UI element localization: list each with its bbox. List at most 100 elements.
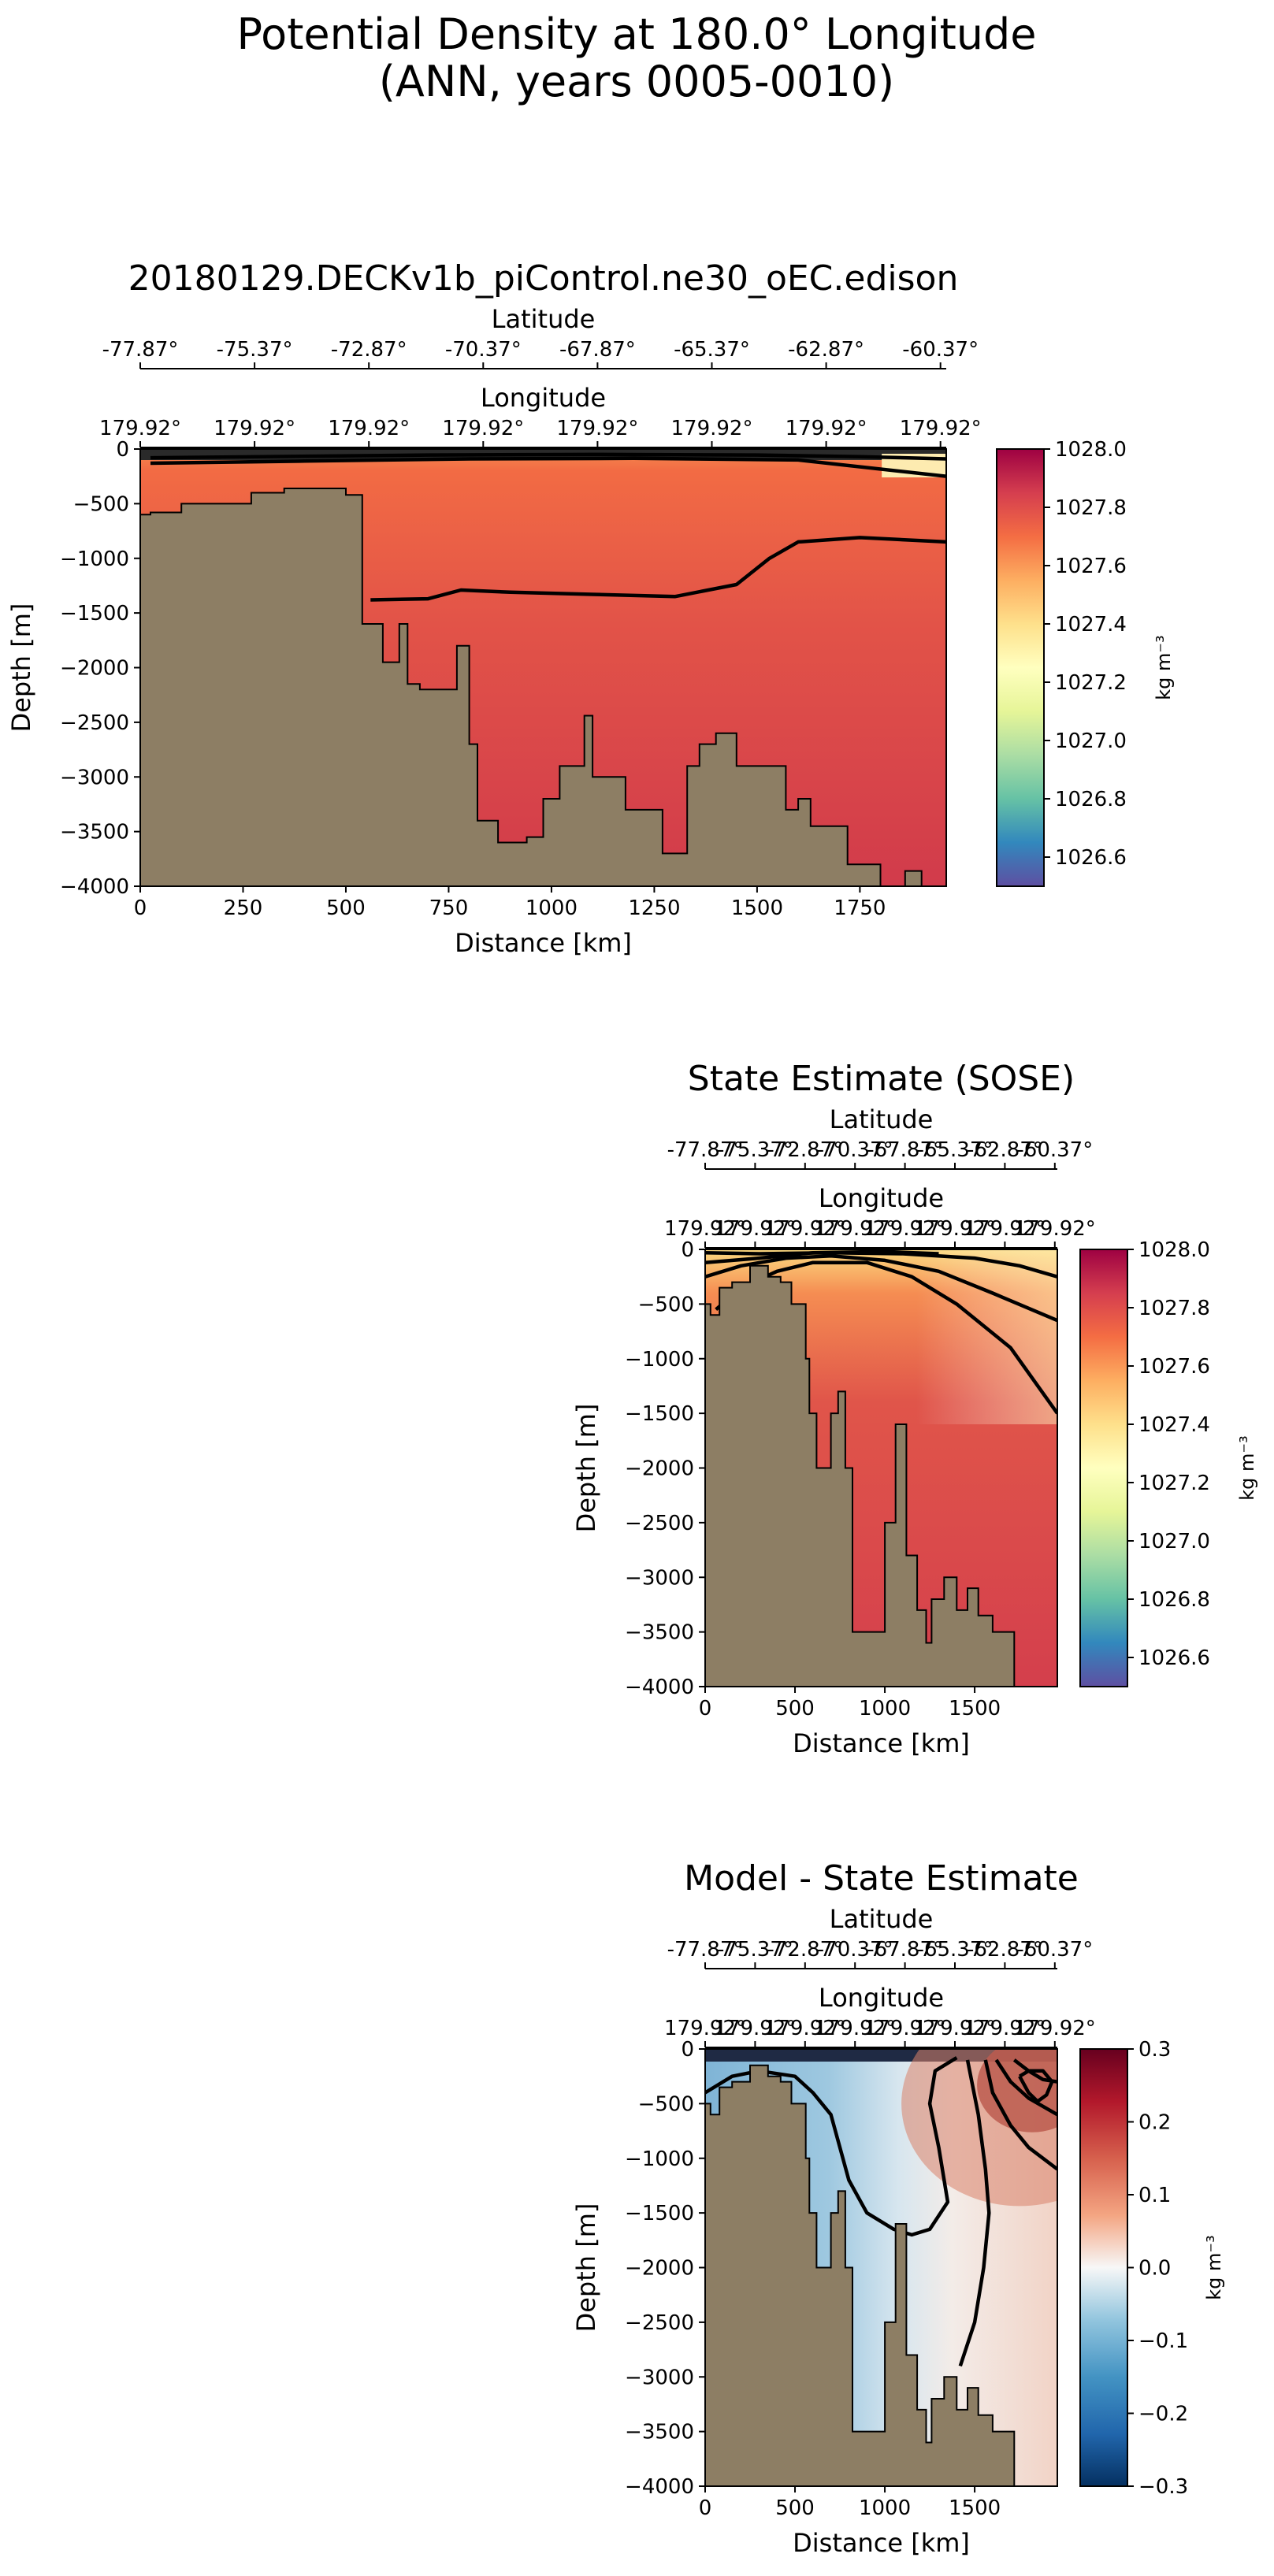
- y-tick-label: −3500: [625, 1621, 694, 1645]
- colorbar-tick-label: 0.2: [1138, 2111, 1171, 2135]
- colorbar-tick-label: 1026.6: [1138, 1646, 1210, 1670]
- plot-area: [705, 1249, 1057, 1687]
- x-tick-label: 1750: [834, 896, 886, 920]
- colorbar-tick-label: 1027.2: [1055, 671, 1127, 695]
- x-tick-label: 1000: [526, 896, 578, 920]
- longitude-tick-label: 179.92°: [914, 1217, 996, 1241]
- longitude-tick-label: 179.92°: [964, 2017, 1046, 2040]
- colorbar-tick-label: −0.3: [1138, 2475, 1188, 2499]
- latitude-tick-label: -75.37°: [717, 1938, 793, 1962]
- longitude-axis-label: Longitude: [819, 1183, 944, 1213]
- colorbar-tick-label: −0.2: [1138, 2403, 1188, 2426]
- contour-line-3: [370, 536, 946, 602]
- colorbar-label: kg m⁻³: [1153, 635, 1175, 700]
- latitude-tick-label: -77.87°: [667, 1138, 744, 1162]
- latitude-tick-label: -72.87°: [767, 1938, 843, 1962]
- longitude-tick-label: 179.92°: [1014, 1217, 1096, 1241]
- x-axis-label: Distance [km]: [793, 2528, 970, 2558]
- x-tick-label: 500: [775, 2496, 815, 2520]
- y-tick-label: −3500: [60, 821, 129, 844]
- longitude-tick-label: 179.92°: [814, 1217, 896, 1241]
- longitude-tick-label: 179.92°: [914, 2017, 996, 2040]
- colorbar: [1079, 1249, 1128, 1687]
- figure-title-line2: (ANN, years 0005-0010): [379, 57, 894, 106]
- latitude-tick-label: -62.87°: [967, 1138, 1043, 1162]
- colorbar-tick-label: 1027.2: [1138, 1472, 1210, 1495]
- panel-title: 20180129.DECKv1b_piControl.ne30_oEC.edis…: [128, 258, 959, 299]
- y-tick-label: −4000: [625, 1676, 694, 1699]
- longitude-tick-label: 179.92°: [442, 417, 524, 440]
- panel-model: 0 250 500 750 1000 1250 1500 1750 Distance [km] 0…: [6, 258, 1175, 958]
- latitude-tick-label: -77.87°: [667, 1938, 744, 1962]
- panel-diff: 0 500 1000 1500 Distance [km] 0 −500 −1000 −1500…: [571, 1858, 1225, 2558]
- colorbar-tick-label: 1027.6: [1055, 555, 1127, 578]
- x-tick-label: 750: [429, 896, 469, 920]
- longitude-tick-label: 179.92°: [1014, 2017, 1096, 2040]
- longitude-tick-label: 179.92°: [764, 2017, 846, 2040]
- panel-title: Model - State Estimate: [684, 1858, 1079, 1899]
- y-tick-label: −2000: [625, 1457, 694, 1481]
- colorbar-tick-label: 1028.0: [1138, 1238, 1210, 1262]
- y-axis-label: Depth [m]: [571, 1404, 601, 1533]
- longitude-tick-label: 179.92°: [556, 417, 638, 440]
- colorbar-tick-label: 1027.6: [1138, 1355, 1210, 1379]
- y-tick-label: −2500: [60, 711, 129, 735]
- y-tick-label: −3000: [60, 766, 129, 789]
- y-tick-label: −2000: [625, 2257, 694, 2281]
- x-tick-label: 1250: [628, 896, 680, 920]
- colorbar: [1079, 2048, 1128, 2487]
- colorbar-tick-label: 0.0: [1138, 2257, 1171, 2281]
- plot-area: [140, 449, 946, 886]
- latitude-tick-label: -72.87°: [767, 1138, 843, 1162]
- latitude-tick-label: -65.37°: [917, 1938, 994, 1962]
- contour-line-3: [983, 2059, 1057, 2171]
- latitude-tick-label: -70.37°: [817, 1938, 893, 1962]
- x-tick-label: 0: [699, 2496, 712, 2520]
- y-tick-label: −1000: [625, 1348, 694, 1372]
- colorbar-tick-label: 1027.8: [1055, 496, 1127, 520]
- y-axis-label: Depth [m]: [571, 2203, 601, 2333]
- x-tick-label: 250: [224, 896, 263, 920]
- latitude-tick-label: -60.37°: [902, 338, 979, 362]
- colorbar-tick-label: 1027.0: [1138, 1530, 1210, 1553]
- bathymetry: [140, 488, 923, 886]
- longitude-tick-label: 179.92°: [864, 1217, 946, 1241]
- y-tick-label: −4000: [60, 875, 129, 899]
- y-tick-label: −4000: [625, 2475, 694, 2499]
- longitude-tick-label: 179.92°: [714, 1217, 796, 1241]
- latitude-tick-label: -70.37°: [445, 338, 522, 362]
- contour-line-2: [958, 2059, 991, 2367]
- longitude-tick-label: 179.92°: [764, 1217, 846, 1241]
- contour-line-4: [994, 2058, 1057, 2117]
- colorbar-tick-label: 1026.6: [1055, 846, 1127, 870]
- longitude-tick-label: 179.92°: [714, 2017, 796, 2040]
- x-tick-label: 1000: [859, 2496, 911, 2520]
- latitude-axis-label: Latitude: [492, 304, 596, 334]
- latitude-tick-label: -72.87°: [331, 338, 407, 362]
- colorbar-tick-label: 0.1: [1138, 2184, 1171, 2207]
- y-tick-label: −500: [638, 2092, 694, 2116]
- y-tick-label: −1500: [625, 2202, 694, 2225]
- contour-line-1: [705, 2056, 958, 2237]
- bathymetry: [705, 1264, 1016, 1687]
- y-tick-label: −2000: [60, 657, 129, 681]
- y-tick-label: −500: [73, 492, 129, 516]
- longitude-tick-label: 179.92°: [671, 417, 753, 440]
- longitude-tick-label: 179.92°: [99, 417, 181, 440]
- latitude-tick-label: -67.87°: [867, 1938, 943, 1962]
- y-tick-label: −1500: [60, 602, 129, 625]
- longitude-tick-label: 179.92°: [964, 1217, 1046, 1241]
- plot-area: [705, 2049, 1057, 2486]
- y-tick-label: −1000: [60, 547, 129, 571]
- latitude-tick-label: -60.37°: [1016, 1138, 1093, 1162]
- colorbar-tick-label: 0.3: [1138, 2038, 1171, 2062]
- longitude-tick-label: 179.92°: [864, 2017, 946, 2040]
- longitude-tick-label: 179.92°: [328, 417, 410, 440]
- contour-line-4: [705, 1249, 939, 1264]
- colorbar-tick-label: −0.1: [1138, 2329, 1188, 2353]
- longitude-tick-label: 179.92°: [786, 417, 867, 440]
- x-tick-label: 500: [775, 1697, 815, 1720]
- latitude-axis-label: Latitude: [830, 1104, 934, 1134]
- y-tick-label: −3000: [625, 2366, 694, 2389]
